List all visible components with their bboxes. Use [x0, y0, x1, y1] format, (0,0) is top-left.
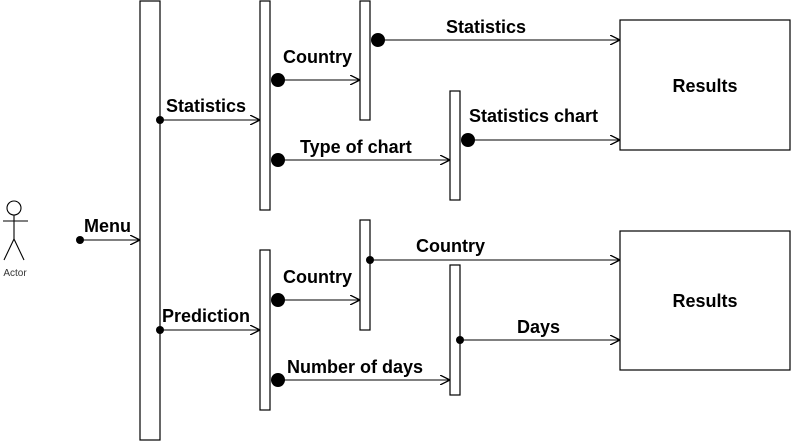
prediction-lifeline-bar [259, 249, 271, 411]
results-box-top [619, 19, 791, 151]
type-of-chart-message [271, 153, 450, 167]
country-top-label: Country [283, 47, 352, 67]
prediction-message-label: Prediction [162, 306, 250, 326]
statistics-top-label: Statistics [446, 17, 526, 37]
country-top-message [271, 73, 360, 87]
days-label: Days [517, 317, 560, 337]
results-bottom-label: Results [672, 291, 737, 311]
country-bottom-label: Country [283, 267, 352, 287]
days-message [456, 336, 620, 344]
country-bottom-message [271, 293, 360, 307]
days-prediction-bar [449, 264, 461, 396]
actor-label: Actor [3, 268, 27, 279]
number-of-days-label: Number of days [287, 357, 423, 377]
chart-type-bar [449, 90, 461, 201]
country-result-message [366, 256, 620, 264]
statistics-message [156, 116, 260, 124]
statistics-chart-label: Statistics chart [469, 106, 598, 126]
menu-message-label: Menu [84, 216, 131, 236]
menu-lifeline-bar [139, 0, 161, 441]
statistics-top-message [371, 33, 620, 47]
statistics-lifeline-bar [259, 0, 271, 211]
country-result-label: Country [416, 236, 485, 256]
type-of-chart-label: Type of chart [300, 137, 412, 157]
results-box-bottom [619, 230, 791, 371]
country-statistics-bar [359, 0, 371, 121]
prediction-message [156, 326, 260, 334]
menu-message [76, 236, 140, 244]
statistics-chart-message [461, 133, 620, 147]
country-prediction-bar [359, 219, 371, 331]
number-of-days-message [271, 373, 450, 387]
results-top-label: Results [672, 76, 737, 96]
actor-figure [3, 200, 28, 261]
statistics-message-label: Statistics [166, 96, 246, 116]
